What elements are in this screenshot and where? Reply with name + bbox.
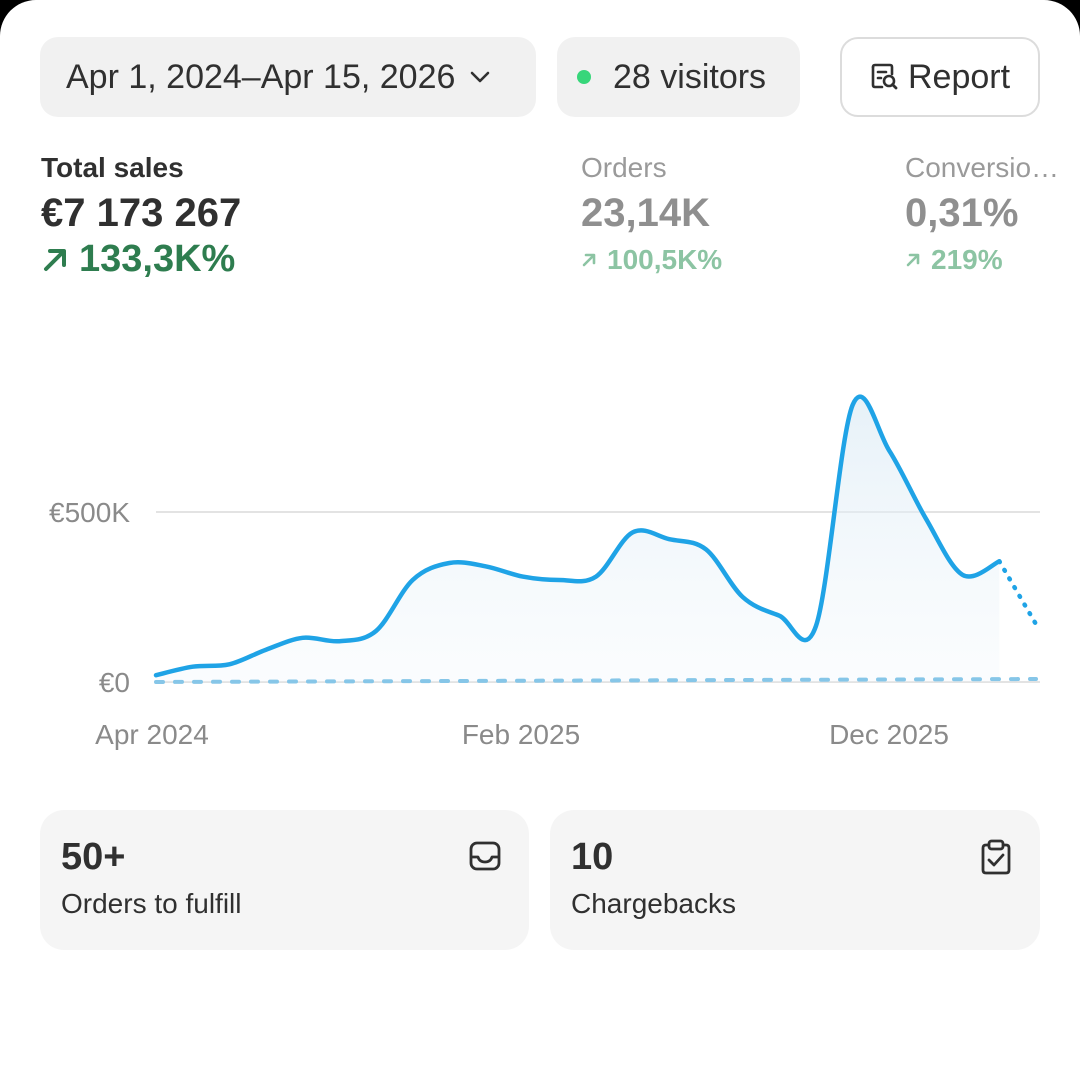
sales-projection-line xyxy=(997,559,1039,627)
metric-change: 100,5K% xyxy=(581,244,722,276)
metric-label: Total sales xyxy=(41,152,184,183)
report-search-icon xyxy=(868,61,900,93)
y-tick-label: €0 xyxy=(99,667,130,698)
metric-value: €7 173 267 xyxy=(41,191,242,235)
sales-series-line xyxy=(153,394,1002,678)
card-label: Orders to fulfill xyxy=(61,888,242,919)
sales-chart-svg: €500K €0 Apr 2024 Feb 2025 Dec 2025 xyxy=(49,394,1040,750)
metric-total-sales[interactable]: Total sales €7 173 267 133,3K% xyxy=(41,150,241,281)
metric-value: 0,31% xyxy=(905,191,1019,235)
x-tick-label: Feb 2025 xyxy=(462,719,580,750)
date-range-picker[interactable]: Apr 1, 2024–Apr 15, 2026 xyxy=(40,37,536,117)
metric-label: Orders xyxy=(581,152,667,183)
date-range-label: Apr 1, 2024–Apr 15, 2026 xyxy=(66,57,456,96)
metric-change: 219% xyxy=(905,244,1080,276)
comparison-series-line xyxy=(154,677,1038,684)
arrow-up-right-icon xyxy=(906,253,920,267)
metric-change-value: 100,5K% xyxy=(607,244,723,275)
chevron-down-icon xyxy=(469,70,491,84)
report-button[interactable]: Report xyxy=(840,37,1040,117)
x-tick-label: Dec 2025 xyxy=(829,719,949,750)
x-tick-label: Apr 2024 xyxy=(95,719,209,750)
inbox-icon xyxy=(467,838,503,879)
live-visitors-button[interactable]: 28 visitors xyxy=(557,37,800,117)
visitors-label: 28 visitors xyxy=(613,57,767,96)
metric-conversion[interactable]: Conversio… 0,31% 219% xyxy=(905,150,1080,276)
chargebacks-card[interactable]: 10 Chargebacks xyxy=(550,810,1040,950)
metric-value: 23,14K xyxy=(581,191,710,235)
card-label: Chargebacks xyxy=(571,888,736,919)
live-status-dot xyxy=(577,70,591,84)
sales-chart[interactable]: €500K €0 Apr 2024 Feb 2025 Dec 2025 xyxy=(0,380,1080,770)
metric-change: 133,3K% xyxy=(41,238,241,281)
card-value: 50+ xyxy=(61,836,126,878)
y-tick-label: €500K xyxy=(49,497,130,528)
report-label: Report xyxy=(908,57,1011,96)
card-value: 10 xyxy=(571,836,614,878)
arrow-up-right-icon xyxy=(44,248,66,271)
metric-label: Conversio… xyxy=(905,152,1060,183)
sales-area-fill xyxy=(156,396,1000,682)
clipboard-check-icon xyxy=(978,838,1014,881)
metric-orders[interactable]: Orders 23,14K 100,5K% xyxy=(581,150,722,276)
arrow-up-right-icon xyxy=(582,253,596,267)
orders-to-fulfill-card[interactable]: 50+ Orders to fulfill xyxy=(40,810,529,950)
metric-change-value: 133,3K% xyxy=(79,238,236,280)
metric-change-value: 219% xyxy=(931,244,1003,275)
